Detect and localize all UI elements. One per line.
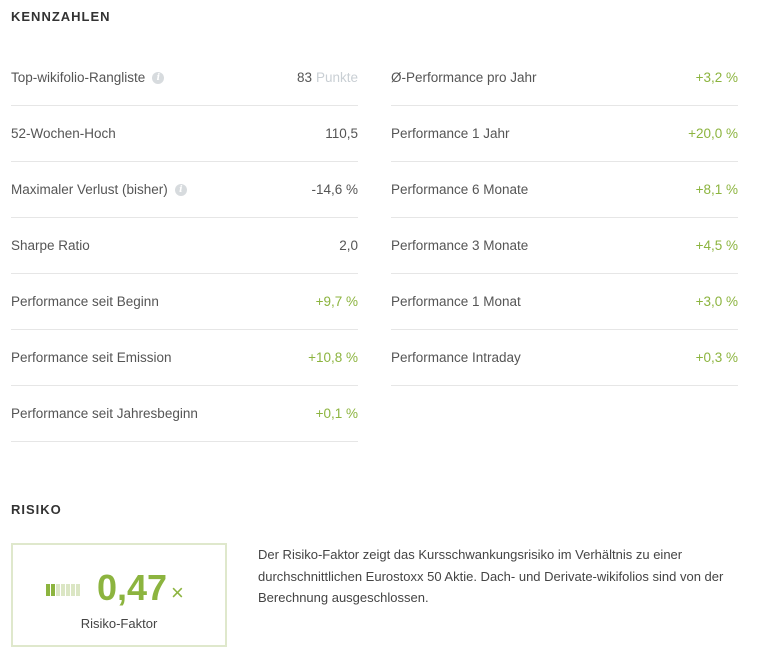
risk-level-segment <box>71 584 75 596</box>
kennzahl-label-text: Performance 3 Monate <box>391 238 529 253</box>
info-icon[interactable]: i <box>152 71 165 84</box>
kennzahl-value: -14,6 % <box>311 182 358 197</box>
kennzahl-value: +3,2 % <box>696 70 738 85</box>
kennzahl-label-text: Top-wikifolio-Rangliste <box>11 70 146 85</box>
kennzahl-label: Performance seit Jahresbeginn <box>11 406 198 421</box>
kennzahl-row: Maximaler Verlust (bisher) i -14,6 % <box>11 162 358 218</box>
kennzahl-label-text: 52-Wochen-Hoch <box>11 126 116 141</box>
risk-level-segment <box>66 584 70 596</box>
kennzahl-row: Performance 1 Jahr +20,0 % <box>391 106 738 162</box>
kennzahl-label: Performance 6 Monate <box>391 182 528 197</box>
kennzahl-value: 110,5 <box>325 126 358 141</box>
kennzahl-value: +3,0 % <box>696 294 738 309</box>
kennzahl-label: Performance 1 Monat <box>391 294 521 309</box>
kennzahl-label-text: Performance seit Emission <box>11 350 172 365</box>
kennzahl-row: Sharpe Ratio 2,0 <box>11 218 358 274</box>
kennzahl-row: Performance 1 Monat +3,0 % <box>391 274 738 330</box>
kennzahl-row: Performance seit Beginn +9,7 % <box>11 274 358 330</box>
kennzahl-value-text: +3,0 % <box>695 294 738 309</box>
kennzahl-label: Sharpe Ratio <box>11 238 90 253</box>
risk-level-segment <box>46 584 50 596</box>
kennzahl-value: +20,0 % <box>688 126 738 141</box>
kennzahl-value-text: -14,6 % <box>311 182 358 197</box>
risiko-title: RISIKO <box>11 502 62 517</box>
kennzahl-value-text: 110,5 <box>325 126 358 141</box>
multiplier-icon: × <box>171 580 184 605</box>
kennzahl-value-text: 83 <box>296 70 312 85</box>
risk-factor-description: Der Risiko-Faktor zeigt das Kursschwanku… <box>258 547 724 605</box>
kennzahl-label: Performance Intraday <box>391 350 521 365</box>
risk-factor-box: 0,47 × Risiko-Faktor <box>11 543 227 647</box>
kennzahl-row: 52-Wochen-Hoch 110,5 <box>11 106 358 162</box>
kennzahl-label: Maximaler Verlust (bisher) i <box>11 182 187 197</box>
kennzahl-label-text: Performance 6 Monate <box>391 182 529 197</box>
kennzahlen-right-column: Ø-Performance pro Jahr +3,2 % Performance … <box>391 50 738 386</box>
kennzahl-label-text: Sharpe Ratio <box>11 238 90 253</box>
risk-factor-value: 0,47 <box>97 567 168 608</box>
kennzahl-row: Performance 3 Monate +4,5 % <box>391 218 738 274</box>
kennzahl-row: Performance Intraday +0,3 % <box>391 330 738 386</box>
kennzahl-value: 83 Punkte <box>297 70 358 85</box>
kennzahl-value-suffix: Punkte <box>315 70 358 85</box>
kennzahl-label: Performance 3 Monate <box>391 238 528 253</box>
risk-level-segment <box>56 584 60 596</box>
kennzahl-row: Ø-Performance pro Jahr +3,2 % <box>391 50 738 106</box>
kennzahlen-title: KENNZAHLEN <box>11 9 111 24</box>
kennzahl-label-text: Performance 1 Jahr <box>391 126 510 141</box>
kennzahl-row: Top-wikifolio-Rangliste i 83 Punkte <box>11 50 358 106</box>
kennzahl-value-text: 2,0 <box>339 238 358 253</box>
info-icon[interactable]: i <box>174 183 187 196</box>
kennzahl-value-text: +0,1 % <box>315 406 358 421</box>
kennzahl-value-text: +4,5 % <box>695 238 738 253</box>
risk-level-segment <box>61 584 65 596</box>
kennzahl-label: Performance seit Beginn <box>11 294 159 309</box>
kennzahl-value-text: +0,3 % <box>695 350 738 365</box>
kennzahl-row: Performance seit Jahresbeginn +0,1 % <box>11 386 358 442</box>
kennzahl-label: Performance 1 Jahr <box>391 126 510 141</box>
risk-factor-label: Risiko-Faktor <box>80 616 158 631</box>
kennzahl-row: Performance 6 Monate +8,1 % <box>391 162 738 218</box>
kennzahl-value: +0,1 % <box>316 406 358 421</box>
kennzahl-value-text: +10,8 % <box>308 350 358 365</box>
kennzahl-label-text: Performance seit Beginn <box>11 294 159 309</box>
risk-level-segment <box>51 584 55 596</box>
kennzahl-value-text: +8,1 % <box>695 182 738 197</box>
kennzahl-label-text: Ø-Performance pro Jahr <box>391 70 537 85</box>
kennzahl-label-text: Performance seit Jahresbeginn <box>11 406 198 421</box>
risk-level-bar <box>46 584 80 596</box>
kennzahlen-left-column: Top-wikifolio-Rangliste i 83 Punkte 52-Woche… <box>11 50 358 442</box>
kennzahl-label: Top-wikifolio-Rangliste i <box>11 70 165 85</box>
kennzahl-value-text: +3,2 % <box>695 70 738 85</box>
kennzahl-value: +9,7 % <box>316 294 358 309</box>
kennzahl-value-text: +20,0 % <box>688 126 738 141</box>
kennzahl-value: +8,1 % <box>696 182 738 197</box>
kennzahl-value: +4,5 % <box>696 238 738 253</box>
kennzahl-value-text: +9,7 % <box>315 294 358 309</box>
kennzahl-value: +0,3 % <box>696 350 738 365</box>
kennzahl-label-text: Performance 1 Monat <box>391 294 521 309</box>
kennzahl-label: Ø-Performance pro Jahr <box>391 70 537 85</box>
kennzahl-label-text: Maximaler Verlust (bisher) <box>11 182 168 197</box>
risk-level-segment <box>76 584 80 596</box>
kennzahl-label: Performance seit Emission <box>11 350 172 365</box>
kennzahl-row: Performance seit Emission +10,8 % <box>11 330 358 386</box>
kennzahl-label-text: Performance Intraday <box>391 350 521 365</box>
kennzahl-value: +10,8 % <box>308 350 358 365</box>
kennzahl-label: 52-Wochen-Hoch <box>11 126 116 141</box>
kennzahl-value: 2,0 <box>339 238 358 253</box>
